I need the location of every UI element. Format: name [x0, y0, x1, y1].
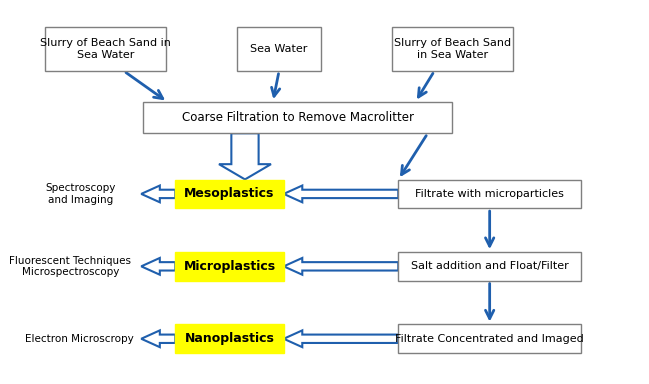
Polygon shape: [284, 258, 398, 275]
Text: Filtrate Concentrated and Imaged: Filtrate Concentrated and Imaged: [395, 334, 584, 344]
Text: Fluorescent Techniques
Microspectroscopy: Fluorescent Techniques Microspectroscopy: [9, 255, 131, 277]
FancyBboxPatch shape: [143, 102, 452, 133]
Polygon shape: [284, 330, 398, 347]
Polygon shape: [141, 185, 175, 202]
Text: Coarse Filtration to Remove Macrolitter: Coarse Filtration to Remove Macrolitter: [182, 111, 413, 124]
Text: Microplastics: Microplastics: [184, 260, 276, 273]
Text: Mesoplastics: Mesoplastics: [184, 187, 275, 200]
Polygon shape: [141, 258, 175, 275]
Text: Nanoplastics: Nanoplastics: [184, 332, 275, 345]
Text: Slurry of Beach Sand in
Sea Water: Slurry of Beach Sand in Sea Water: [40, 38, 171, 60]
Polygon shape: [284, 185, 398, 202]
FancyBboxPatch shape: [398, 252, 581, 281]
Polygon shape: [219, 133, 271, 179]
FancyBboxPatch shape: [175, 180, 284, 208]
FancyBboxPatch shape: [398, 324, 581, 353]
FancyBboxPatch shape: [392, 27, 513, 71]
Text: Salt addition and Float/Filter: Salt addition and Float/Filter: [411, 262, 569, 271]
FancyBboxPatch shape: [175, 252, 284, 281]
Text: Slurry of Beach Sand
in Sea Water: Slurry of Beach Sand in Sea Water: [394, 38, 511, 60]
FancyBboxPatch shape: [175, 324, 284, 353]
FancyBboxPatch shape: [45, 27, 166, 71]
Text: Sea Water: Sea Water: [251, 44, 308, 54]
Text: Filtrate with microparticles: Filtrate with microparticles: [415, 189, 564, 199]
Text: Electron Microscropy: Electron Microscropy: [25, 334, 133, 344]
Polygon shape: [141, 330, 175, 347]
FancyBboxPatch shape: [238, 27, 321, 71]
FancyBboxPatch shape: [398, 180, 581, 208]
Text: Spectroscopy
and Imaging: Spectroscopy and Imaging: [45, 183, 116, 205]
